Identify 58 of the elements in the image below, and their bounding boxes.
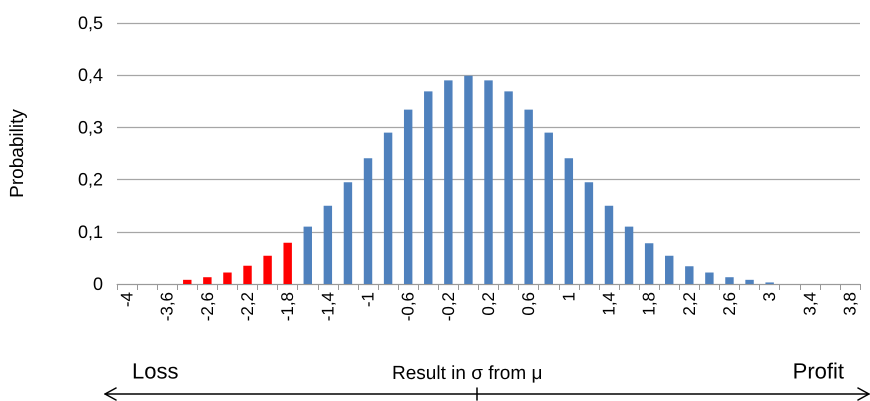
bar (243, 266, 252, 284)
bar (665, 256, 674, 284)
x-tick-label: 2,2 (680, 292, 699, 316)
bar (304, 226, 312, 284)
x-tick-label: -1 (358, 292, 378, 308)
x-tick-label: -2,6 (198, 292, 217, 322)
text: Profit (792, 358, 844, 384)
bar (283, 242, 292, 284)
bar (504, 91, 513, 284)
x-tick-label: -1,8 (278, 292, 298, 322)
text: Loss (132, 358, 178, 384)
y-tick-label: 0,4 (78, 65, 103, 86)
bar (404, 110, 412, 284)
y-tick-label: 0,5 (78, 13, 103, 33)
bar (644, 243, 654, 284)
y-tick-label: 0,2 (78, 170, 103, 190)
x-tick-label: 3,4 (800, 292, 820, 316)
x-tick-label: 2,6 (720, 292, 739, 316)
bar (223, 272, 232, 284)
bar (364, 158, 372, 284)
y-axis-title: Probability (7, 108, 28, 198)
x-tick-label: -1,4 (318, 292, 338, 322)
x-tick-label: -0,2 (438, 292, 458, 322)
x-tick-label: 0,6 (519, 292, 538, 316)
bar (344, 182, 352, 284)
bar (745, 280, 754, 284)
bar (464, 76, 473, 284)
x-tick-label: 3 (760, 292, 780, 302)
x-tick-label: 0,2 (479, 292, 498, 316)
x-tick-label: -0,6 (398, 292, 418, 322)
bar (705, 272, 714, 284)
bar (424, 91, 432, 284)
x-tick-label: 1,4 (599, 292, 618, 316)
x-tick-label: -2,2 (238, 292, 258, 322)
x-axis-title: Result in σ from μ (392, 363, 542, 384)
bar (524, 110, 533, 284)
bar (484, 80, 493, 284)
y-tick-label: 0,3 (78, 117, 103, 138)
x-tick-label: -3,6 (158, 292, 177, 322)
bar (324, 206, 332, 284)
bar (584, 182, 594, 284)
bar (203, 277, 212, 284)
bar (183, 280, 192, 284)
bar (544, 132, 553, 284)
x-tick-label: -4 (118, 292, 137, 308)
bar (604, 206, 614, 284)
bar (263, 256, 272, 284)
bar (444, 80, 453, 284)
bar (725, 277, 734, 284)
bar (624, 226, 634, 284)
x-tick-label: 3,8 (840, 292, 860, 316)
bar (384, 132, 392, 284)
bar (685, 266, 694, 284)
y-tick-label: 0,1 (78, 222, 103, 242)
x-tick-label: 1,8 (640, 292, 659, 316)
y-tick-label: 0 (92, 274, 103, 294)
bar (564, 158, 574, 284)
x-tick-label: 1 (559, 292, 578, 302)
